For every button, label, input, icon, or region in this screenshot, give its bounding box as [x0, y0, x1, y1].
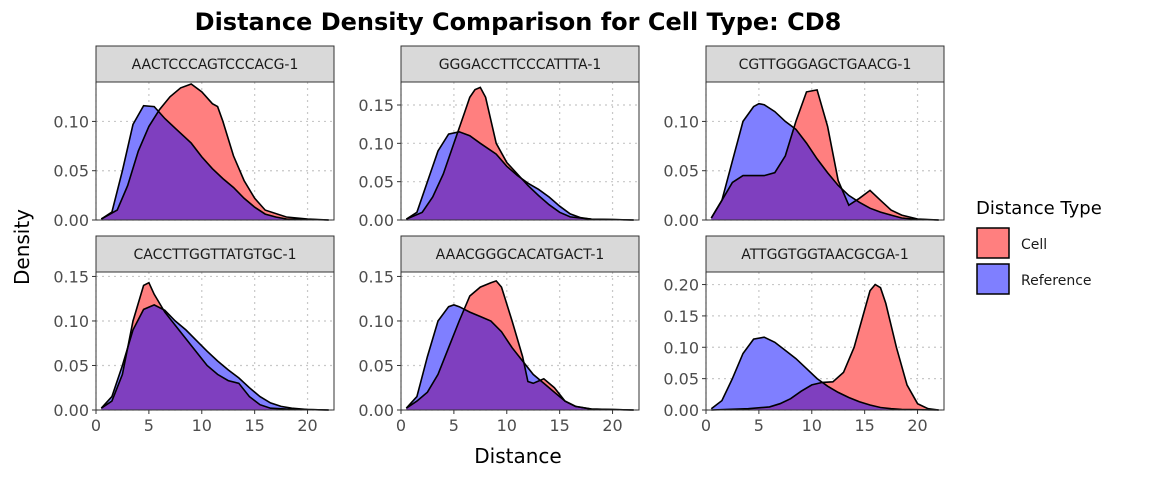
y-tick-label: 0.15 — [663, 307, 699, 326]
cell-density-line — [100, 83, 329, 221]
cell-density-line — [711, 283, 939, 411]
facet-grid: AACTCCCAGTCCCACG-10.000.050.10GGGACCTTCC… — [53, 45, 945, 435]
y-tick-label: 0.00 — [358, 401, 394, 420]
x-tick-label: 0 — [701, 416, 711, 435]
legend: Distance Type Cell Reference — [976, 198, 1102, 295]
y-tick-label: 0.00 — [663, 401, 699, 420]
x-tick-label: 20 — [907, 416, 927, 435]
y-tick-label: 0.20 — [663, 276, 699, 295]
reference-density-line — [405, 304, 634, 411]
y-tick-label: 0.10 — [358, 312, 394, 331]
panel-border — [400, 271, 640, 411]
facet-strip-label: AAACGGGCACATGACT-1 — [436, 247, 605, 263]
facet-panel-4: CACCTTGGTTATGTGC-1 0.00 0.05 0.10 0.15 0 5 10 15… — [53, 235, 335, 435]
x-tick-label: 0 — [396, 416, 406, 435]
facet-panel-5: AAACGGGCACATGACT-1 0.00 0.05 0.10 0.15 0 5 10 15… — [358, 235, 640, 435]
cell-density-line — [100, 281, 329, 411]
reference-density-line — [405, 130, 634, 221]
y-tick-label: 0.15 — [358, 96, 394, 115]
chart-title: Distance Density Comparison for Cell Typ… — [195, 8, 842, 36]
legend-swatch-reference — [976, 263, 1010, 295]
x-tick-label: 20 — [297, 416, 317, 435]
facet-panel-3: CGTTGGGAGCTGAACG-1 0.00 0.05 0.10 — [663, 45, 945, 230]
y-tick-label: 0.10 — [663, 112, 699, 131]
x-tick-label: 10 — [192, 416, 212, 435]
panel-border — [95, 81, 335, 221]
x-tick-label: 0 — [91, 416, 101, 435]
y-tick-label: 0.00 — [358, 211, 394, 230]
cell-density-line — [710, 88, 939, 221]
legend-swatch-cell — [976, 227, 1010, 259]
reference-density-area — [711, 337, 939, 410]
y-tick-label: 0.05 — [53, 356, 89, 375]
x-tick-label: 15 — [854, 416, 874, 435]
cell-density-line — [405, 86, 634, 221]
legend-label-reference: Reference — [1021, 273, 1092, 289]
y-tick-label: 0.05 — [53, 162, 89, 181]
panel-border — [705, 271, 945, 411]
cell-density-area — [711, 284, 939, 410]
y-tick-label: 0.05 — [663, 370, 699, 389]
y-tick-label: 0.00 — [663, 211, 699, 230]
x-tick-label: 20 — [602, 416, 622, 435]
y-tick-label: 0.10 — [358, 134, 394, 153]
facet-panel-2: GGGACCTTCCCATTTA-1 0.00 0.05 0.10 0.15 — [358, 45, 640, 230]
y-tick-label: 0.10 — [53, 312, 89, 331]
y-tick-label: 0.05 — [358, 173, 394, 192]
panel-border — [400, 81, 640, 221]
facet-strip — [95, 235, 335, 273]
y-tick-label: 0.05 — [358, 356, 394, 375]
legend-label-cell: Cell — [1021, 237, 1047, 253]
y-axis-title: Density — [10, 209, 34, 285]
facet-strip — [400, 45, 640, 83]
y-tick-label: 0.15 — [358, 267, 394, 286]
x-tick-label: 15 — [549, 416, 569, 435]
facet-strip-label: CACCTTGGTTATGTGC-1 — [133, 247, 296, 263]
y-tick-label: 0.10 — [663, 338, 699, 357]
legend-title: Distance Type — [976, 198, 1102, 219]
facet-strip — [705, 235, 945, 273]
x-tick-label: 15 — [244, 416, 264, 435]
panel-border — [95, 271, 335, 411]
overlap-density-area — [101, 105, 329, 220]
facet-panel-1: AACTCCCAGTCCCACG-1 0.00 0.05 0.10 — [53, 45, 335, 230]
y-tick-label: 0.00 — [53, 401, 89, 420]
facet-strip — [400, 235, 640, 273]
x-tick-label: 5 — [144, 416, 154, 435]
reference-density-line — [710, 102, 939, 221]
y-tick-label: 0.05 — [663, 162, 699, 181]
panel-border — [705, 81, 945, 221]
facet-panel-6: ATTGGTGGTAACGCGA-1 0.00 0.05 0.10 0.15 0.20 0 5… — [663, 235, 945, 435]
reference-density-line — [100, 104, 329, 221]
facet-strip — [95, 45, 335, 83]
y-tick-label: 0.15 — [53, 267, 89, 286]
facet-strip-label: ATTGGTGGTAACGCGA-1 — [741, 247, 909, 263]
facet-strip-label: CGTTGGGAGCTGAACG-1 — [739, 57, 912, 73]
overlap-density-area — [406, 131, 634, 220]
y-tick-label: 0.00 — [53, 211, 89, 230]
x-tick-label: 5 — [754, 416, 764, 435]
reference-density-line — [710, 336, 939, 411]
x-tick-label: 10 — [497, 416, 517, 435]
facet-strip-label: AACTCCCAGTCCCACG-1 — [132, 57, 299, 73]
y-tick-label: 0.10 — [53, 112, 89, 131]
overlap-density-area — [406, 304, 634, 410]
overlap-density-area — [101, 304, 329, 410]
facet-strip-label: GGGACCTTCCCATTTA-1 — [439, 57, 602, 73]
x-tick-label: 5 — [449, 416, 459, 435]
reference-density-line — [100, 304, 329, 411]
x-tick-label: 10 — [802, 416, 822, 435]
x-axis-title: Distance — [474, 444, 561, 468]
